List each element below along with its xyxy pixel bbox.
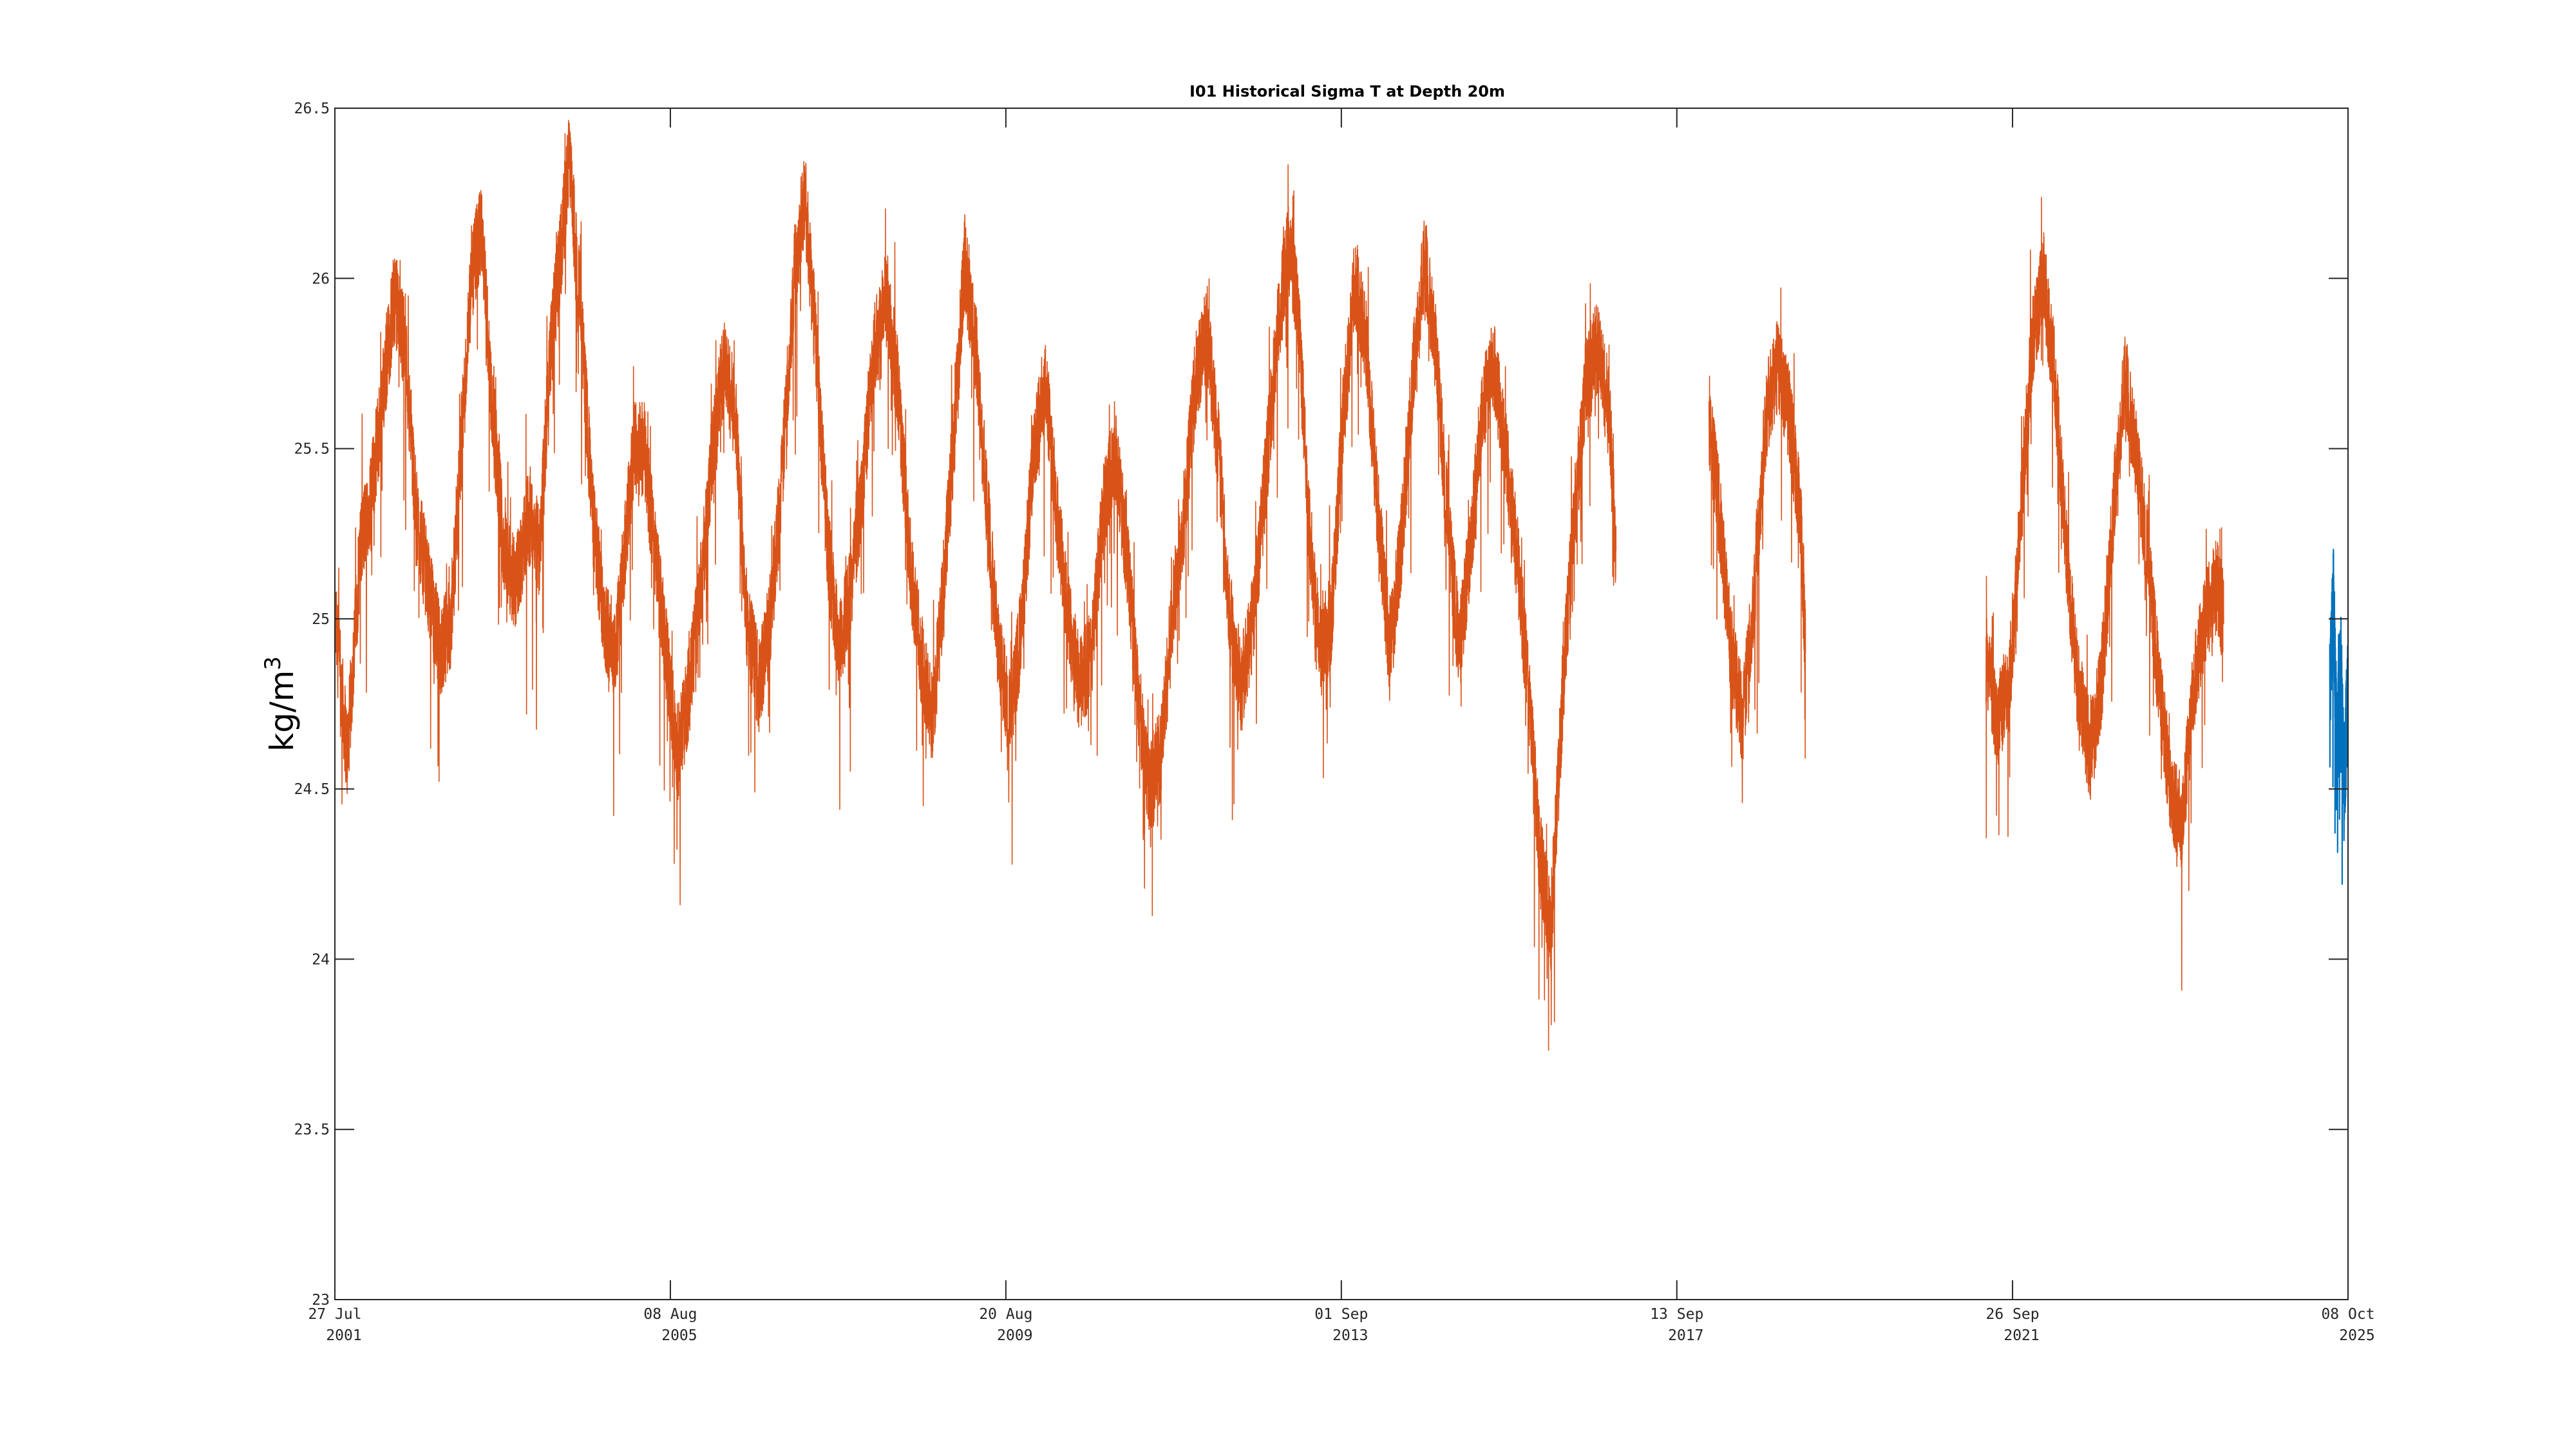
- x-tick-label-line2: 2021: [2003, 1327, 2039, 1344]
- x-tick-label-line1: 20 Aug: [979, 1306, 1032, 1323]
- x-tick-label-line1: 27 Jul: [308, 1306, 361, 1323]
- y-tick-label: 23: [312, 1292, 330, 1309]
- x-tick-label-line2: 2017: [1668, 1327, 1703, 1344]
- y-tick-label: 26.5: [294, 100, 330, 117]
- series-layer: [334, 120, 2349, 1051]
- series-1-line-2: [1708, 287, 1806, 804]
- y-axis-label: kg/m3: [260, 656, 301, 752]
- x-tick-label-line1: 26 Sep: [1986, 1306, 2040, 1323]
- series-1-line-3: [1985, 196, 2224, 991]
- x-tick-label-line1: 08 Aug: [643, 1306, 697, 1323]
- chart-title: I01 Historical Sigma T at Depth 20m: [1189, 82, 1505, 100]
- y-tick-label: 25: [312, 611, 330, 628]
- series-2-line-1: [2329, 549, 2349, 886]
- y-axis-label-text: kg/m: [263, 670, 301, 752]
- x-tick-label-line2: 2025: [2339, 1327, 2374, 1344]
- x-tick-label-line1: 13 Sep: [1650, 1306, 1703, 1323]
- x-tick-label-line2: 2013: [1332, 1327, 1368, 1344]
- x-tick-label-line2: 2001: [326, 1327, 361, 1344]
- y-tick-label: 25.5: [294, 441, 330, 458]
- x-tick-label-line2: 2005: [661, 1327, 697, 1344]
- y-tick-label: 24: [312, 951, 330, 968]
- y-axis-label-superscript: 3: [260, 656, 286, 670]
- y-tick-label: 26: [312, 270, 330, 287]
- x-tick-label-line1: 08 Oct: [2321, 1306, 2374, 1323]
- axes-layer: 23 23.5 24 24.5 25 25.5 26 26.5 27 Jul 2001 08 Aug…: [294, 100, 2375, 1344]
- x-tick-label-line1: 01 Sep: [1314, 1306, 1368, 1323]
- y-tick-label: 23.5: [294, 1122, 330, 1139]
- series-1-line-1: [334, 120, 1617, 1051]
- x-tick-label-line2: 2009: [997, 1327, 1032, 1344]
- y-tick-label: 24.5: [294, 781, 330, 798]
